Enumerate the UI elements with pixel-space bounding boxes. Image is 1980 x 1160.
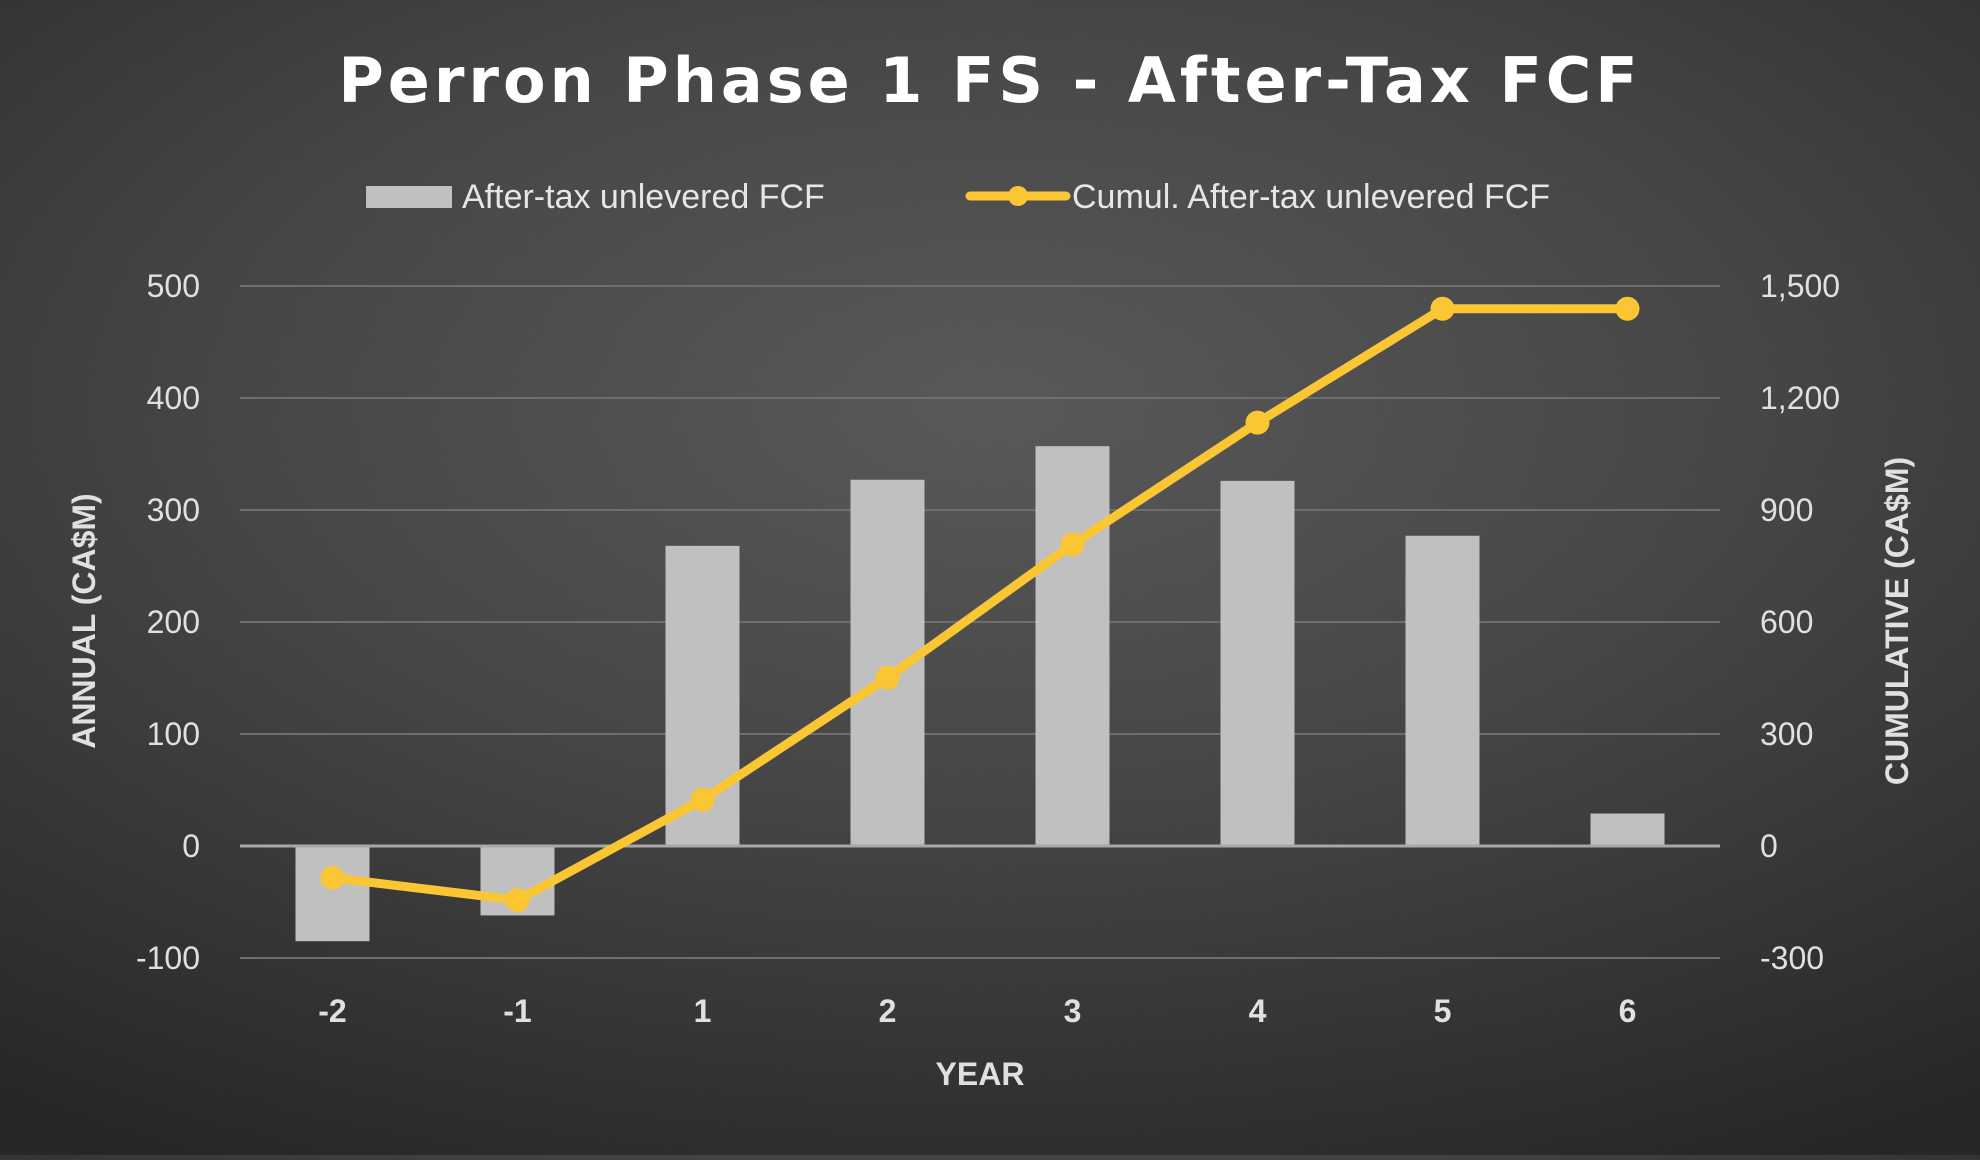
x-tick-label: 2 bbox=[879, 993, 897, 1029]
y-tick-label: 400 bbox=[147, 380, 200, 416]
y-axis-right-title: CUMULATIVE (CA$M) bbox=[1879, 457, 1915, 785]
line-point--2 bbox=[320, 865, 345, 890]
x-axis-title: YEAR bbox=[936, 1056, 1025, 1092]
line-point--1 bbox=[505, 888, 530, 913]
y2-tick-label: 1,200 bbox=[1760, 380, 1840, 416]
y-tick-label: 300 bbox=[147, 492, 200, 528]
cumulative-line bbox=[328, 304, 1632, 905]
x-tick-label: 4 bbox=[1249, 993, 1267, 1029]
y-axis-right-ticks: -300 0 300 600 900 1,200 1,500 bbox=[1760, 268, 1840, 976]
x-tick-label: 3 bbox=[1064, 993, 1082, 1029]
line-point-1 bbox=[690, 787, 715, 812]
bar-3 bbox=[1035, 446, 1110, 846]
line-point-6 bbox=[1615, 296, 1640, 321]
y2-tick-label: 600 bbox=[1760, 604, 1813, 640]
line-point-4 bbox=[1245, 410, 1270, 435]
y2-tick-label: 300 bbox=[1760, 716, 1813, 752]
x-tick-label: -2 bbox=[318, 993, 346, 1029]
x-tick-label: 1 bbox=[694, 993, 712, 1029]
x-tick-label: 5 bbox=[1434, 993, 1452, 1029]
x-tick-label: 6 bbox=[1619, 993, 1637, 1029]
y-tick-label: 500 bbox=[147, 268, 200, 304]
bar-5 bbox=[1405, 535, 1480, 846]
bar-series bbox=[295, 446, 1665, 942]
y2-tick-label: 0 bbox=[1760, 828, 1778, 864]
bar-4 bbox=[1220, 480, 1295, 846]
y-tick-label: 200 bbox=[147, 604, 200, 640]
y2-tick-label: 900 bbox=[1760, 492, 1813, 528]
legend-label-line: Cumul. After-tax unlevered FCF bbox=[1072, 178, 1550, 216]
gridlines bbox=[240, 285, 1720, 959]
line-point-2 bbox=[875, 665, 900, 690]
legend-swatch-marker bbox=[1008, 186, 1028, 206]
y-tick-label: 100 bbox=[147, 716, 200, 752]
y2-tick-label: -300 bbox=[1760, 940, 1824, 976]
chart-title: Perron Phase 1 FS - After-Tax FCF bbox=[338, 44, 1641, 117]
y2-tick-label: 1,500 bbox=[1760, 268, 1840, 304]
y-tick-label: -100 bbox=[136, 940, 200, 976]
bar--2 bbox=[295, 846, 370, 942]
y-axis-left-title: ANNUAL (CA$M) bbox=[66, 493, 102, 748]
x-tick-label: -1 bbox=[503, 993, 531, 1029]
legend-label-bar: After-tax unlevered FCF bbox=[462, 178, 825, 216]
line-point-5 bbox=[1430, 296, 1455, 321]
line-point-3 bbox=[1060, 532, 1085, 557]
line-series bbox=[320, 296, 1640, 913]
bar-6 bbox=[1590, 813, 1665, 846]
y-axis-left-ticks: -100 0 100 200 300 400 500 bbox=[136, 268, 200, 976]
x-axis-ticks: -2 -1 1 2 3 4 5 6 bbox=[318, 993, 1636, 1029]
y-tick-label: 0 bbox=[182, 828, 200, 864]
chart-legend: After-tax unlevered FCF Cumul. After-tax… bbox=[366, 178, 1550, 216]
legend-swatch-bar bbox=[366, 186, 452, 208]
